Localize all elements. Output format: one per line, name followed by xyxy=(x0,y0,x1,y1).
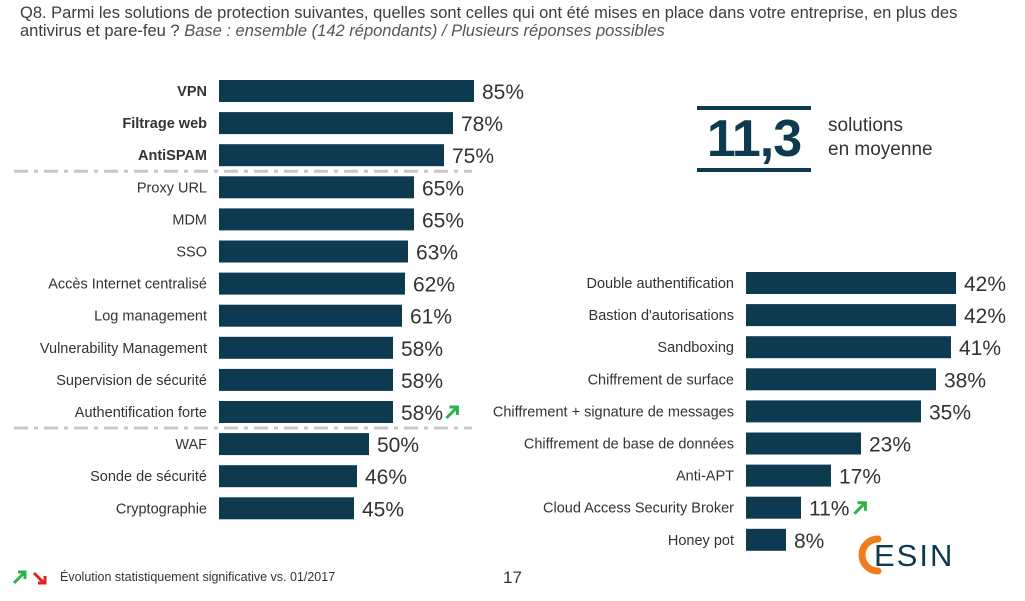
bar-acces-internet-centralise xyxy=(219,272,405,295)
bar-sonde-de-securite xyxy=(219,465,357,488)
footer-legend: Évolution statistiquement significative … xyxy=(12,568,335,586)
bar-vulnerability-management xyxy=(219,336,393,359)
value-label-acces-internet-centralise: 62% xyxy=(413,274,455,297)
category-label-bastion-d-autorisations: Bastion d'autorisations xyxy=(589,308,734,324)
value-label-honey-pot: 8% xyxy=(794,530,824,553)
value-label-proxy-url: 65% xyxy=(422,177,464,200)
bar-bastion-d-autorisations xyxy=(746,304,956,327)
value-label-chiffrement-signature-de-messages: 35% xyxy=(929,401,971,424)
value-label-double-authentification: 42% xyxy=(964,273,1006,296)
category-label-mdm: MDM xyxy=(172,212,207,228)
question-main: Q8. Parmi les solutions de protection su… xyxy=(20,4,958,40)
bar-waf xyxy=(219,433,369,456)
category-label-chiffrement-signature-de-messages: Chiffrement + signature de messages xyxy=(493,404,734,420)
bar-mdm xyxy=(219,208,414,231)
value-label-waf: 50% xyxy=(377,434,419,457)
bar-sso xyxy=(219,240,408,263)
value-label-log-management: 61% xyxy=(410,306,452,329)
category-label-waf: WAF xyxy=(175,437,207,453)
category-label-chiffrement-de-surface: Chiffrement de surface xyxy=(588,372,734,388)
bar-log-management xyxy=(219,304,402,327)
category-label-cloud-access-security-broker: Cloud Access Security Broker xyxy=(543,501,734,517)
category-label-anti-apt: Anti-APT xyxy=(676,469,734,485)
category-label-sso: SSO xyxy=(176,245,207,261)
bar-chiffrement-de-base-de-donnees xyxy=(746,432,861,455)
average-box: 11,3 xyxy=(697,106,811,172)
bar-anti-apt xyxy=(746,464,831,487)
average-value: 11,3 xyxy=(706,110,802,168)
value-label-antispam: 75% xyxy=(452,145,494,168)
bar-honey-pot xyxy=(746,528,786,551)
category-label-antispam: AntiSPAM xyxy=(138,148,207,164)
value-label-sonde-de-securite: 46% xyxy=(365,466,407,489)
category-label-filtrage-web: Filtrage web xyxy=(122,116,207,132)
value-label-authentification-forte: 58% xyxy=(401,402,443,425)
value-label-chiffrement-de-surface: 38% xyxy=(944,369,986,392)
question-base: Base : ensemble (142 répondants) / Plusi… xyxy=(184,22,665,40)
bar-filtrage-web xyxy=(219,112,453,135)
logo-c-shape xyxy=(858,535,882,575)
value-label-vpn: 85% xyxy=(482,81,524,104)
value-label-bastion-d-autorisations: 42% xyxy=(964,305,1006,328)
category-label-sonde-de-securite: Sonde de sécurité xyxy=(90,469,207,485)
value-label-filtrage-web: 78% xyxy=(461,113,503,136)
page-number: 17 xyxy=(503,568,522,587)
category-label-proxy-url: Proxy URL xyxy=(137,180,207,196)
category-label-chiffrement-de-base-de-donnees: Chiffrement de base de données xyxy=(524,437,734,453)
value-label-vulnerability-management: 58% xyxy=(401,338,443,361)
average-caption: solutions en moyenne xyxy=(828,114,933,162)
category-label-cryptographie: Cryptographie xyxy=(116,501,207,517)
bar-chiffrement-signature-de-messages xyxy=(746,400,921,423)
bar-double-authentification xyxy=(746,272,956,294)
category-label-vulnerability-management: Vulnerability Management xyxy=(40,341,207,357)
category-label-acces-internet-centralise: Accès Internet centralisé xyxy=(48,277,207,293)
bar-chiffrement-de-surface xyxy=(746,368,936,391)
bar-antispam xyxy=(219,144,444,167)
category-label-sandboxing: Sandboxing xyxy=(657,340,734,356)
category-label-vpn: VPN xyxy=(177,84,207,100)
bar-cryptographie xyxy=(219,497,354,520)
average-caption-line2: en moyenne xyxy=(828,139,933,160)
logo-text: ESIN xyxy=(874,538,954,573)
question-text: Q8. Parmi les solutions de protection su… xyxy=(20,4,1010,40)
value-label-sandboxing: 41% xyxy=(959,337,1001,360)
value-label-chiffrement-de-base-de-donnees: 23% xyxy=(869,434,911,457)
evolution-arrows-icon xyxy=(12,570,47,585)
bar-cloud-access-security-broker xyxy=(746,496,801,519)
bar-authentification-forte xyxy=(219,401,393,423)
evolution-up-icon-cloud-access-security-broker xyxy=(853,501,867,515)
bar-supervision-de-securite xyxy=(219,368,393,391)
value-label-supervision-de-securite: 58% xyxy=(401,370,443,393)
category-label-log-management: Log management xyxy=(94,309,207,325)
value-label-cloud-access-security-broker: 11% xyxy=(809,498,849,521)
category-label-supervision-de-securite: Supervision de sécurité xyxy=(56,373,207,389)
category-label-authentification-forte: Authentification forte xyxy=(75,405,207,421)
footer-legend-text: Évolution statistiquement significative … xyxy=(60,570,336,584)
bar-sandboxing xyxy=(746,336,951,359)
bar-vpn xyxy=(219,80,474,102)
value-label-cryptographie: 45% xyxy=(362,498,404,521)
value-label-sso: 63% xyxy=(416,242,458,265)
value-label-mdm: 65% xyxy=(422,209,464,232)
category-label-honey-pot: Honey pot xyxy=(668,533,734,549)
bar-proxy-url xyxy=(219,176,414,199)
evolution-up-icon-authentification-forte xyxy=(445,405,459,420)
value-label-anti-apt: 17% xyxy=(839,466,881,489)
average-caption-line1: solutions xyxy=(828,115,903,136)
cesin-logo: ESIN xyxy=(858,535,954,575)
category-label-double-authentification: Double authentification xyxy=(586,276,734,292)
